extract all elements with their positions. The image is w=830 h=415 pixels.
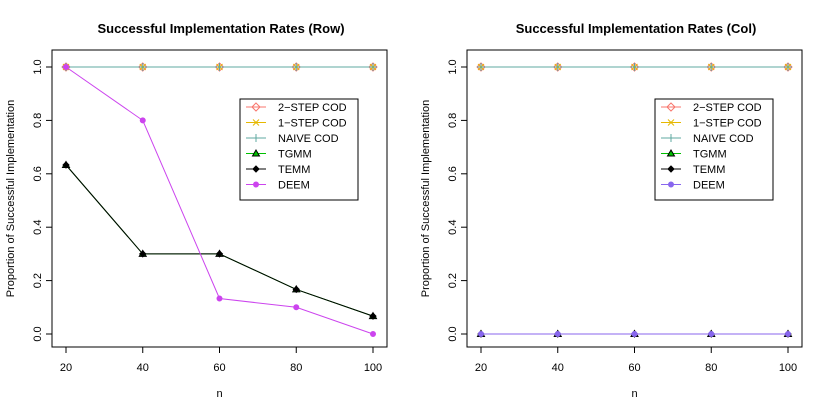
legend-label: 1−STEP COD bbox=[278, 118, 347, 130]
data-point bbox=[553, 63, 562, 71]
legend: 2−STEP COD 1−STEP COD NAIVE COD TGMM TEMM DEE… bbox=[239, 98, 359, 201]
legend-label: TGMM bbox=[278, 149, 312, 161]
data-point bbox=[293, 304, 300, 311]
x-tick-label: 20 bbox=[60, 362, 72, 374]
legend-marker bbox=[251, 102, 261, 112]
series-deem bbox=[478, 331, 791, 337]
x-tick-label: 80 bbox=[705, 362, 717, 374]
chart-panel-1: Successful Implementation Rates (Row) 20 4… bbox=[5, 21, 388, 400]
chart-title: Successful Implementation Rates (Row) bbox=[97, 21, 344, 36]
x-tick-label: 100 bbox=[779, 362, 797, 374]
data-point bbox=[139, 250, 147, 258]
legend-marker bbox=[667, 134, 675, 142]
y-tick-label: 0.2 bbox=[32, 273, 44, 288]
legend-marker bbox=[667, 165, 675, 173]
data-point bbox=[62, 161, 70, 169]
data-point bbox=[63, 64, 69, 70]
y-tick-label: 1.0 bbox=[447, 59, 459, 74]
x-tick-label: 80 bbox=[290, 362, 302, 374]
legend-marker bbox=[252, 165, 260, 173]
series-naive-cod bbox=[477, 63, 792, 71]
x-tick-label: 40 bbox=[137, 362, 149, 374]
data-point bbox=[784, 63, 792, 71]
x-tick-label: 60 bbox=[628, 362, 640, 374]
x-axis-label: n bbox=[631, 388, 637, 400]
y-tick-label: 0.8 bbox=[447, 113, 459, 128]
data-point bbox=[370, 331, 376, 337]
chart-panel-2: Successful Implementation Rates (Col) 20 4… bbox=[420, 21, 803, 400]
legend-marker bbox=[252, 134, 260, 142]
x-tick-label: 60 bbox=[213, 362, 225, 374]
legend-label: TEMM bbox=[693, 164, 725, 176]
y-tick-label: 0.0 bbox=[32, 326, 44, 341]
legend-marker bbox=[251, 149, 261, 157]
y-tick-label: 0.2 bbox=[447, 273, 459, 288]
x-axis-label: n bbox=[216, 388, 222, 400]
legend-label: DEEM bbox=[278, 180, 310, 192]
data-point bbox=[785, 331, 791, 337]
y-tick-label: 0.6 bbox=[447, 166, 459, 181]
x-tick-label: 100 bbox=[364, 362, 382, 374]
y-tick-label: 0.0 bbox=[447, 326, 459, 341]
legend-box bbox=[654, 98, 774, 201]
data-point bbox=[477, 63, 485, 71]
data-point bbox=[708, 331, 715, 337]
legend-label: DEEM bbox=[693, 180, 725, 192]
legend-marker bbox=[667, 119, 675, 126]
chart-title: Successful Implementation Rates (Col) bbox=[516, 21, 757, 36]
data-point bbox=[139, 117, 146, 124]
legend-marker bbox=[668, 181, 674, 188]
data-point bbox=[292, 285, 300, 294]
legend-label: TGMM bbox=[693, 149, 727, 161]
x-tick-label: 40 bbox=[552, 362, 564, 374]
legend-label: NAIVE COD bbox=[693, 133, 754, 145]
y-tick-label: 1.0 bbox=[32, 59, 44, 74]
y-tick-label: 0.8 bbox=[32, 113, 44, 128]
legend-label: 2−STEP COD bbox=[693, 102, 762, 114]
legend-label: TEMM bbox=[278, 164, 310, 176]
y-tick-label: 0.4 bbox=[447, 220, 459, 235]
legend-marker bbox=[253, 181, 259, 188]
legend: 2−STEP COD 1−STEP COD NAIVE COD TGMM TEMM DEE… bbox=[654, 98, 774, 201]
data-point bbox=[369, 312, 377, 320]
data-point bbox=[631, 331, 638, 337]
series-naive-cod bbox=[62, 63, 377, 71]
y-tick-label: 0.6 bbox=[32, 166, 44, 181]
series-deem bbox=[63, 64, 376, 337]
legend-marker bbox=[252, 119, 260, 126]
y-axis-label: Proportion of Successful Implementation bbox=[5, 100, 17, 298]
data-point bbox=[215, 63, 224, 71]
legend-label: 1−STEP COD bbox=[693, 118, 762, 130]
data-point bbox=[138, 63, 147, 71]
legend-label: NAIVE COD bbox=[278, 133, 339, 145]
series-temm bbox=[62, 161, 377, 320]
data-point bbox=[554, 331, 561, 337]
data-point bbox=[216, 295, 223, 302]
data-point bbox=[369, 63, 377, 71]
legend-box bbox=[239, 98, 359, 201]
data-point bbox=[707, 63, 716, 71]
legend-label: 2−STEP COD bbox=[278, 102, 347, 114]
x-tick-label: 20 bbox=[475, 362, 487, 374]
data-point bbox=[630, 63, 639, 71]
y-axis-label: Proportion of Successful Implementation bbox=[420, 100, 432, 298]
data-point bbox=[215, 250, 224, 258]
y-tick-label: 0.4 bbox=[32, 220, 44, 235]
data-point bbox=[292, 63, 301, 71]
legend-marker bbox=[666, 149, 676, 157]
data-point bbox=[478, 331, 484, 337]
legend-marker bbox=[666, 102, 676, 112]
